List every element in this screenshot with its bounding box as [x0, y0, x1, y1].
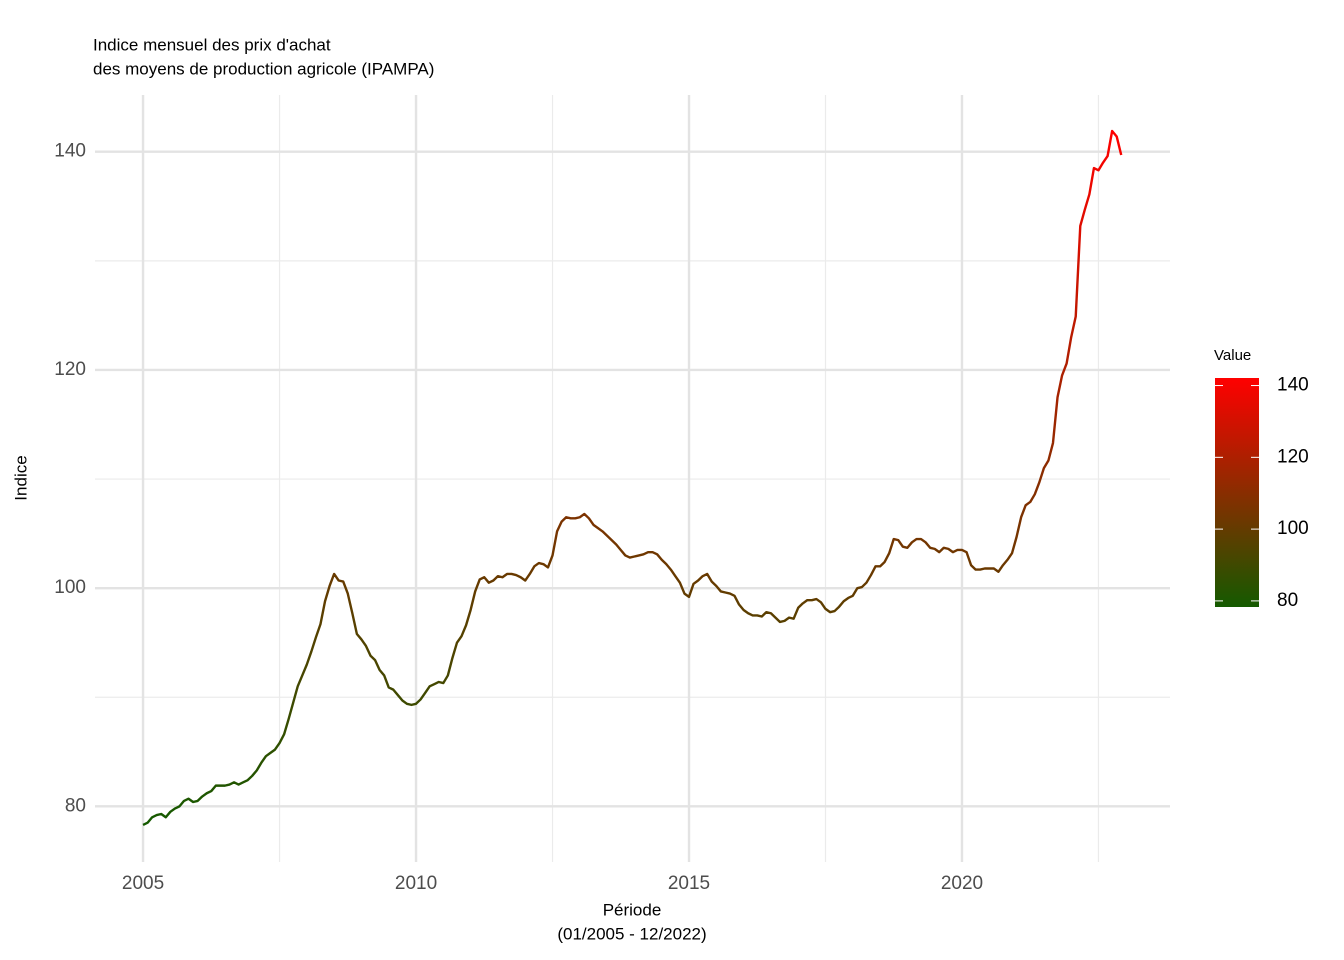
legend-tick-label: 120: [1277, 446, 1309, 467]
x-tick-label: 2020: [941, 873, 983, 894]
y-axis-title: Indice: [11, 455, 30, 500]
y-tick-label: 120: [54, 359, 86, 380]
x-axis-title: (01/2005 - 12/2022): [557, 924, 706, 943]
y-tick-label: 100: [54, 577, 86, 598]
chart-title: Indice mensuel des prix d'achat: [93, 35, 331, 54]
chart-title: des moyens de production agricole (IPAMP…: [93, 59, 434, 78]
legend-title: Value: [1214, 347, 1251, 364]
legend-tick-label: 100: [1277, 518, 1309, 539]
x-axis-title: Période: [603, 900, 662, 919]
legend-tick-label: 80: [1277, 590, 1298, 611]
x-tick-label: 2010: [395, 873, 437, 894]
color-bar: [1215, 378, 1259, 607]
x-tick-label: 2005: [122, 873, 164, 894]
data-line: [142, 129, 1123, 826]
legend-tick-label: 140: [1277, 375, 1309, 396]
y-tick-label: 140: [54, 141, 86, 162]
x-tick-label: 2015: [668, 873, 710, 894]
y-tick-label: 80: [65, 795, 86, 816]
